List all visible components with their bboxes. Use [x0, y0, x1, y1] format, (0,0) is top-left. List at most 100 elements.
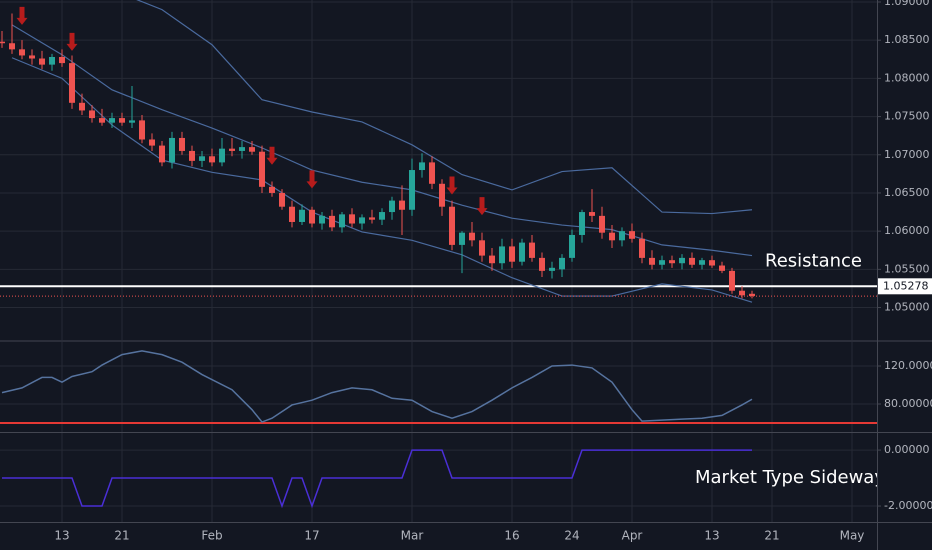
indicator-line	[2, 449, 752, 509]
sell-signal-arrow	[306, 170, 318, 189]
candle-body	[619, 231, 625, 241]
candle-body	[109, 118, 115, 123]
candle-body	[259, 151, 265, 187]
candle-body	[659, 260, 665, 265]
y-tick-label: 1.06000	[884, 224, 930, 237]
candle-body	[689, 257, 695, 265]
candle-body	[369, 217, 375, 220]
annotation: Market Type Sideways	[695, 467, 894, 488]
x-tick-label: Apr	[622, 529, 643, 543]
market-type-pane: Market Type Sideways	[2, 449, 894, 509]
candle-body	[229, 148, 235, 151]
price-pane: Resistance	[0, 0, 877, 303]
x-tick-label: 21	[114, 529, 129, 543]
band-line	[11, 57, 753, 303]
candle-body	[629, 231, 635, 239]
candle-body	[729, 270, 735, 291]
candle-body	[139, 120, 145, 140]
candle-body	[359, 217, 365, 224]
candle-body	[189, 150, 195, 161]
candle-body	[529, 242, 535, 258]
candle-body	[669, 260, 675, 264]
candle-body	[599, 215, 605, 233]
x-tick-label: 13	[54, 529, 69, 543]
candle-body	[389, 200, 395, 213]
sell-signal-arrow	[446, 176, 458, 195]
candle-body	[609, 232, 615, 241]
price-tag	[878, 278, 932, 295]
candle-body	[309, 209, 315, 224]
candle-body	[699, 260, 705, 265]
candle-body	[0, 41, 6, 44]
candle-body	[579, 212, 585, 235]
sell-signal-arrow	[66, 32, 78, 51]
y-tick-label: 1.09000	[884, 0, 930, 8]
candle-body	[89, 110, 95, 119]
candle-body	[489, 255, 495, 264]
candle-body	[539, 257, 545, 271]
y-tick-label: 1.07000	[884, 148, 930, 161]
candle-body	[449, 206, 455, 245]
annotation: Resistance	[765, 250, 862, 271]
candle-body	[319, 215, 325, 224]
x-tick-label: 13	[704, 529, 719, 543]
x-tick-label: 16	[504, 529, 519, 543]
candle-body	[549, 267, 555, 271]
candle-body	[69, 63, 75, 103]
candle-body	[299, 209, 305, 222]
candle-body	[9, 43, 15, 50]
x-tick-label: 17	[304, 529, 319, 543]
x-tick-label: 24	[564, 529, 579, 543]
candle-body	[29, 55, 35, 59]
candle-body	[709, 260, 715, 266]
candle-body	[379, 212, 385, 220]
sell-signal-arrow	[16, 6, 28, 25]
candle-body	[19, 49, 25, 56]
y-tick-label: 1.07500	[884, 110, 930, 123]
candle-body	[339, 214, 345, 228]
candle-body	[279, 192, 285, 207]
candle-body	[419, 162, 425, 171]
candle-body	[159, 145, 165, 163]
candle-body	[269, 186, 275, 193]
candle-body	[679, 257, 685, 264]
y-tick-label: 120.00000	[884, 359, 932, 372]
sell-signal-arrow	[476, 197, 488, 216]
candle-body	[289, 206, 295, 222]
candle-body	[749, 293, 755, 297]
candle-body	[519, 242, 525, 262]
candle-body	[589, 212, 595, 216]
candle-body	[409, 170, 415, 210]
candle-body	[239, 147, 245, 151]
candle-body	[199, 156, 205, 161]
candle-body	[179, 137, 185, 151]
candle-body	[149, 139, 155, 146]
band-line	[11, 24, 753, 257]
x-tick-label: 21	[764, 529, 779, 543]
candle-body	[499, 246, 505, 264]
x-tick-label: Mar	[401, 529, 424, 543]
y-tick-label: 80.00000	[884, 397, 932, 410]
y-tick-label: 1.08500	[884, 33, 930, 46]
y-tick-label: 1.05500	[884, 262, 930, 275]
indicator-line	[1, 350, 753, 423]
candle-body	[39, 58, 45, 65]
candle-body	[99, 118, 105, 123]
candle-body	[209, 156, 215, 163]
candle-body	[639, 238, 645, 258]
oscillator-pane	[0, 350, 877, 424]
candle-body	[739, 290, 745, 296]
y-tick-label: 1.05000	[884, 301, 930, 314]
price-tag-label: 1.05278	[883, 279, 929, 292]
y-tick-label: 1.06500	[884, 186, 930, 199]
candle-body	[649, 257, 655, 265]
candle-body	[469, 232, 475, 241]
candle-body	[459, 232, 465, 245]
candle-body	[439, 183, 445, 207]
candle-body	[429, 162, 435, 184]
candle-body	[509, 246, 515, 262]
y-tick-label: -2.00000	[884, 499, 932, 512]
candle-body	[569, 234, 575, 258]
